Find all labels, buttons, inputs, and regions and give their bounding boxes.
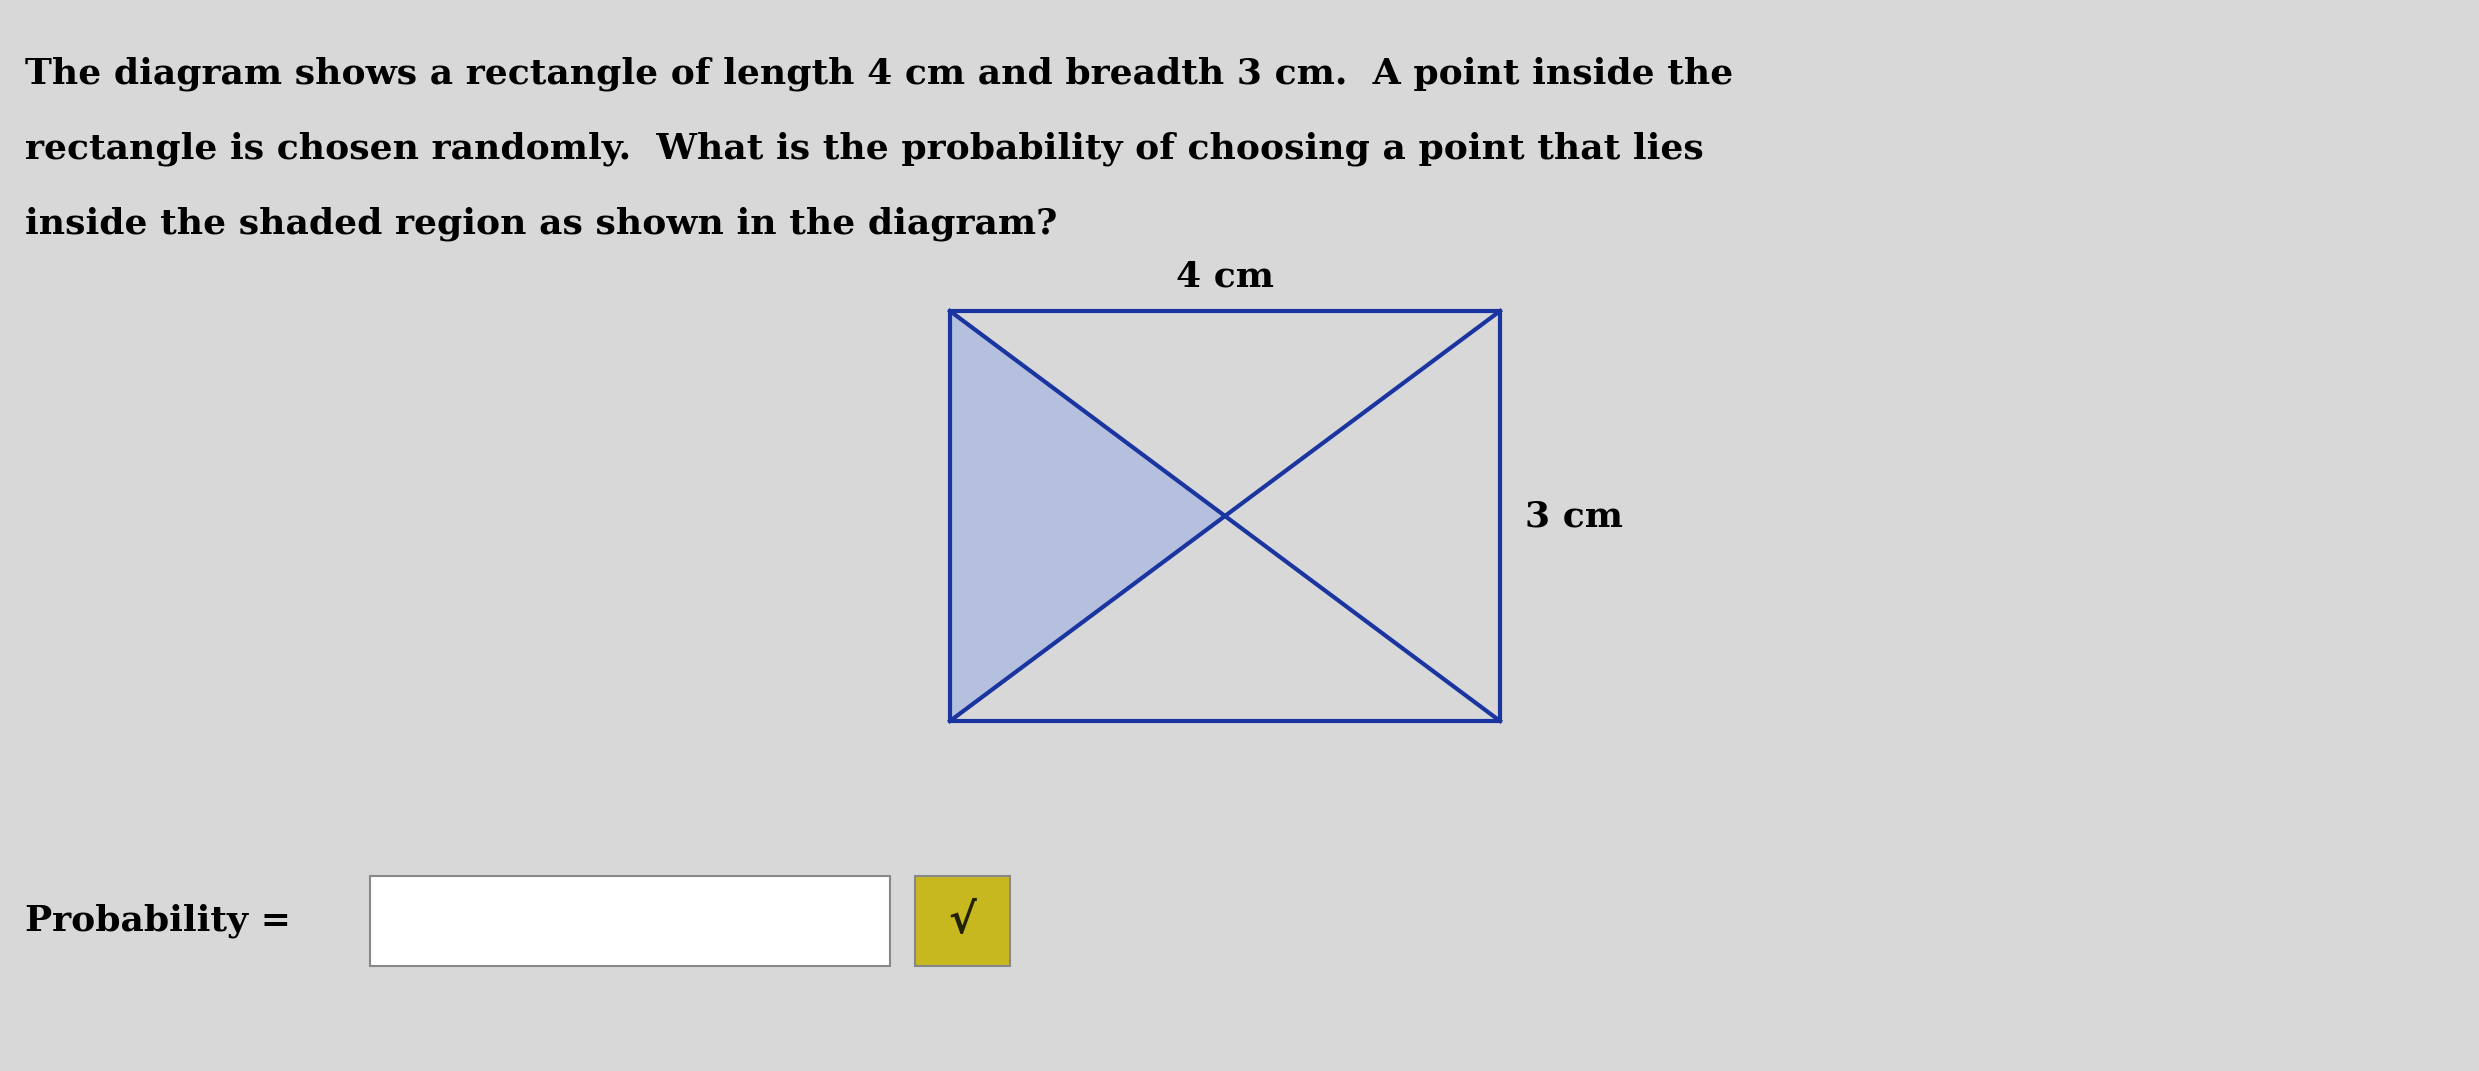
Bar (949, 311, 1500, 721)
Text: 4 cm: 4 cm (1175, 259, 1274, 293)
Bar (915, 876, 1009, 966)
Text: √: √ (949, 900, 977, 942)
Text: Probability =: Probability = (25, 904, 290, 938)
Text: The diagram shows a rectangle of length 4 cm and breadth 3 cm.  A point inside t: The diagram shows a rectangle of length … (25, 56, 1733, 91)
Text: inside the shaded region as shown in the diagram?: inside the shaded region as shown in the… (25, 206, 1059, 241)
Text: 3 cm: 3 cm (1525, 499, 1624, 533)
Text: rectangle is chosen randomly.  What is the probability of choosing a point that : rectangle is chosen randomly. What is th… (25, 131, 1703, 166)
Bar (369, 876, 890, 966)
